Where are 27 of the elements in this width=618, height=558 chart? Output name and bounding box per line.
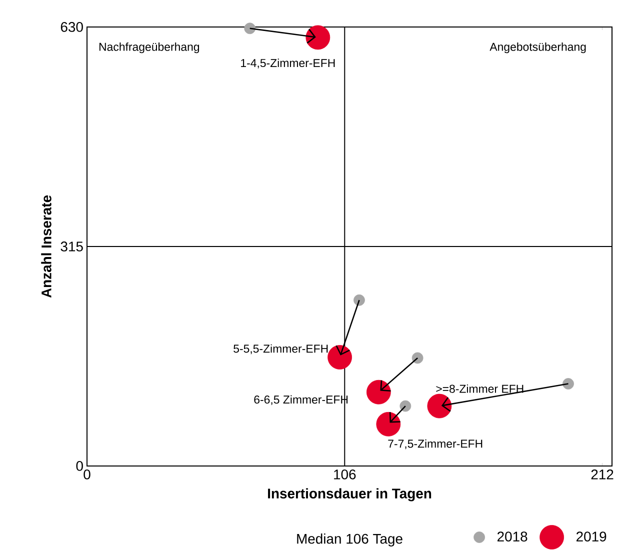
point <box>427 394 452 418</box>
x-tick-label: 212 <box>591 469 614 480</box>
point <box>328 345 352 370</box>
text: Median 106 Tage <box>297 534 402 546</box>
point <box>400 400 412 412</box>
x-axis-title: Insertionsdauer in Tagen <box>268 488 432 502</box>
point <box>376 412 401 436</box>
x-tick-label: 106 <box>334 469 356 480</box>
y-tick-label: 315 <box>60 242 83 252</box>
point <box>412 352 424 364</box>
legend-label: 2018 <box>497 532 528 542</box>
annotation: >=8-Zimmer EFH <box>436 384 524 393</box>
annotation: 7-7,5-Zimmer-EFH <box>388 439 482 450</box>
x-tick-label: 0 <box>84 469 90 480</box>
point <box>306 25 330 50</box>
point <box>354 294 365 306</box>
y-tick-label: 0 <box>76 461 83 471</box>
point <box>244 22 256 34</box>
y-tick-label: 630 <box>60 22 83 32</box>
y-axis-title: Anzahl Inserate <box>41 195 52 298</box>
legend-label: 2019 <box>576 532 606 542</box>
point <box>562 378 574 390</box>
annotation: Angebotsüberhang <box>490 42 586 54</box>
annotation: Nachfrageüberhang <box>99 42 200 54</box>
point <box>366 380 391 404</box>
annotation: 5-5,5-Zimmer-EFH <box>234 344 328 354</box>
annotation: 1-4,5-Zimmer-EFH <box>241 58 335 68</box>
